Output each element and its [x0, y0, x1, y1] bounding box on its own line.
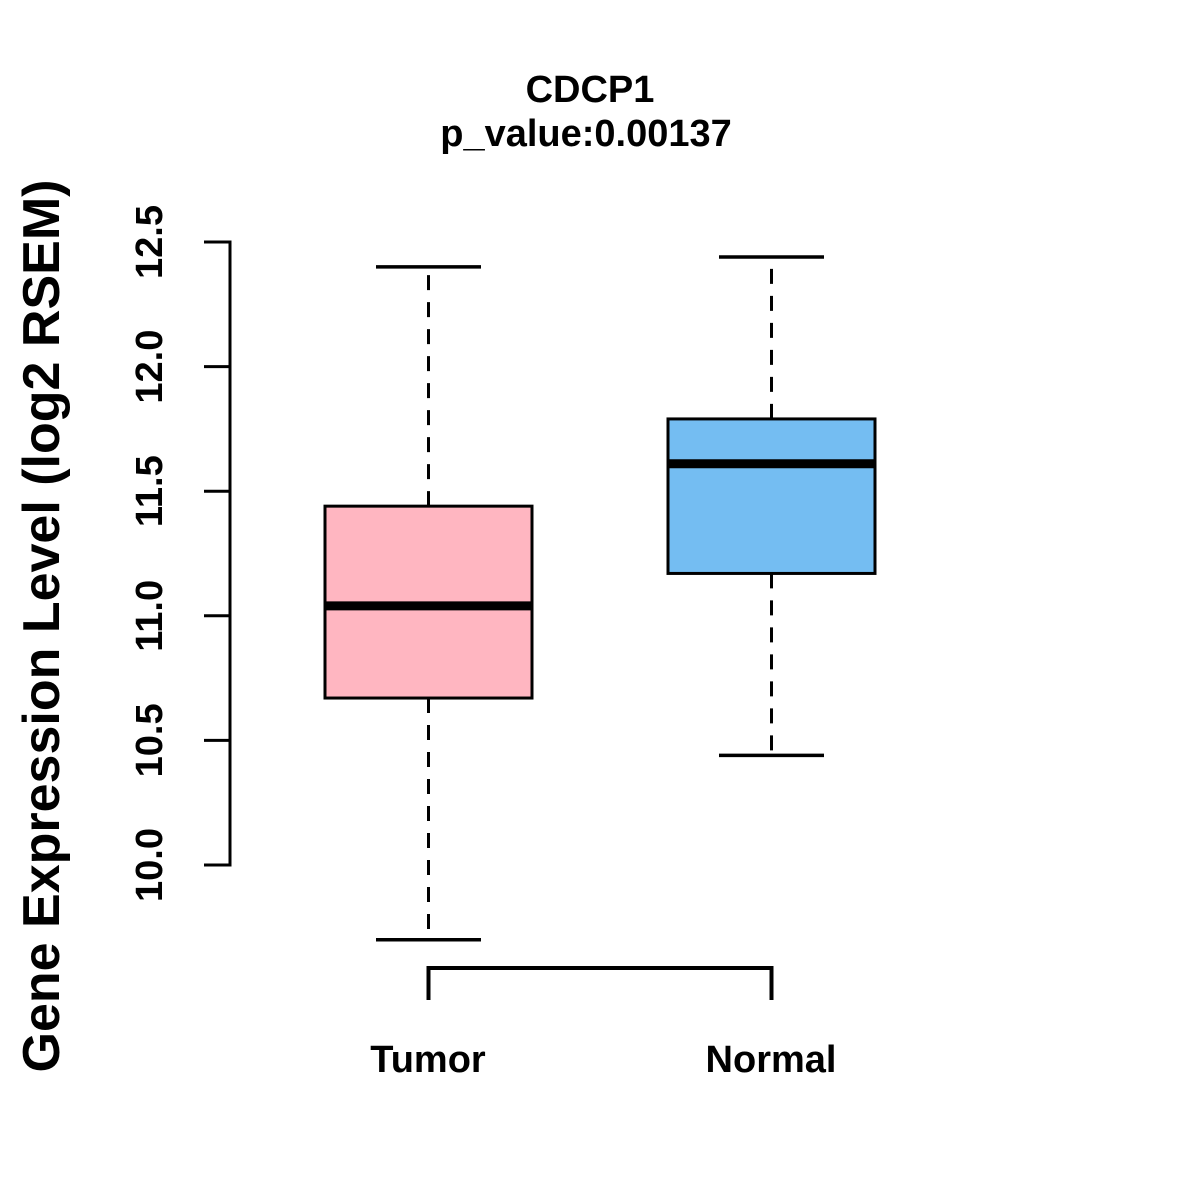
- x-category-label-normal: Normal: [705, 1039, 837, 1081]
- y-tick-label: 12.5: [129, 205, 171, 279]
- x-category-label-tumor: Tumor: [370, 1039, 486, 1081]
- plot-subtitle: p_value:0.00137: [440, 113, 732, 155]
- y-tick-label: 11.5: [129, 455, 171, 527]
- comparison-bracket: [426, 966, 774, 1000]
- normal-box: [666, 417, 877, 575]
- y-tick-label: 10.0: [129, 828, 171, 902]
- y-tick-label: 11.0: [129, 580, 171, 652]
- y-tick-label: 12.0: [129, 330, 171, 404]
- y-axis-title: Gene Expression Level (log2 RSEM): [13, 179, 71, 1073]
- y-tick-label: 10.5: [129, 703, 171, 777]
- plot-title: CDCP1: [525, 69, 655, 111]
